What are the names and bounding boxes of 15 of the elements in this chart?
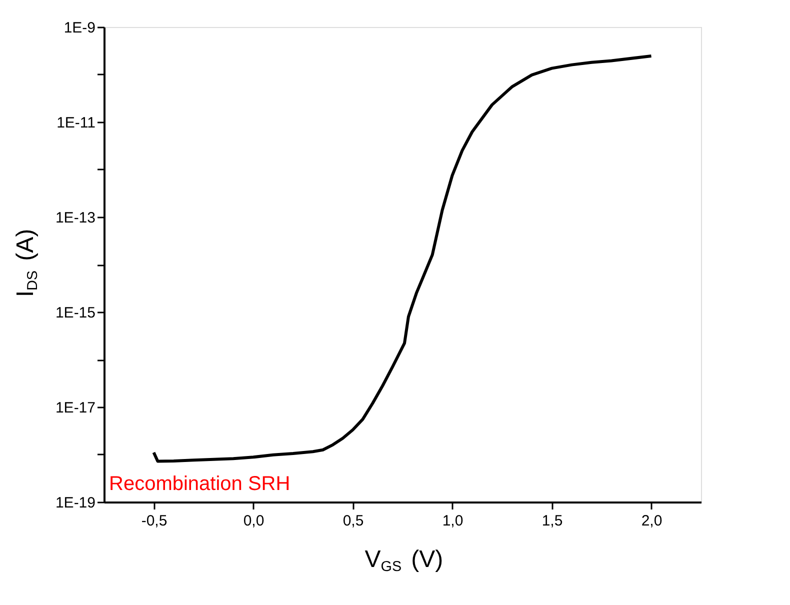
x-tick-label: 1,5 bbox=[542, 512, 563, 530]
y-axis-title: IDS (A) bbox=[12, 228, 42, 298]
y-tick-label: 1E-13 bbox=[55, 210, 96, 226]
y-tick-label: 1E-15 bbox=[55, 304, 96, 322]
x-tick-label: -0,5 bbox=[141, 512, 168, 530]
x-tick-label: 2,0 bbox=[641, 512, 662, 530]
x-tick-label: 1,0 bbox=[442, 512, 464, 530]
y-tick-label: 1E-19 bbox=[55, 494, 96, 512]
x-tick-label: 0,5 bbox=[342, 512, 364, 530]
x-tick-label: 0,0 bbox=[243, 512, 264, 530]
y-tick-label: 1E-11 bbox=[56, 114, 96, 132]
line-series bbox=[152, 54, 653, 463]
annotation: Recombination SRH bbox=[109, 473, 290, 495]
y-tick-label: 1E-17 bbox=[55, 400, 96, 416]
y-tick-label: 1E-9 bbox=[64, 20, 96, 36]
